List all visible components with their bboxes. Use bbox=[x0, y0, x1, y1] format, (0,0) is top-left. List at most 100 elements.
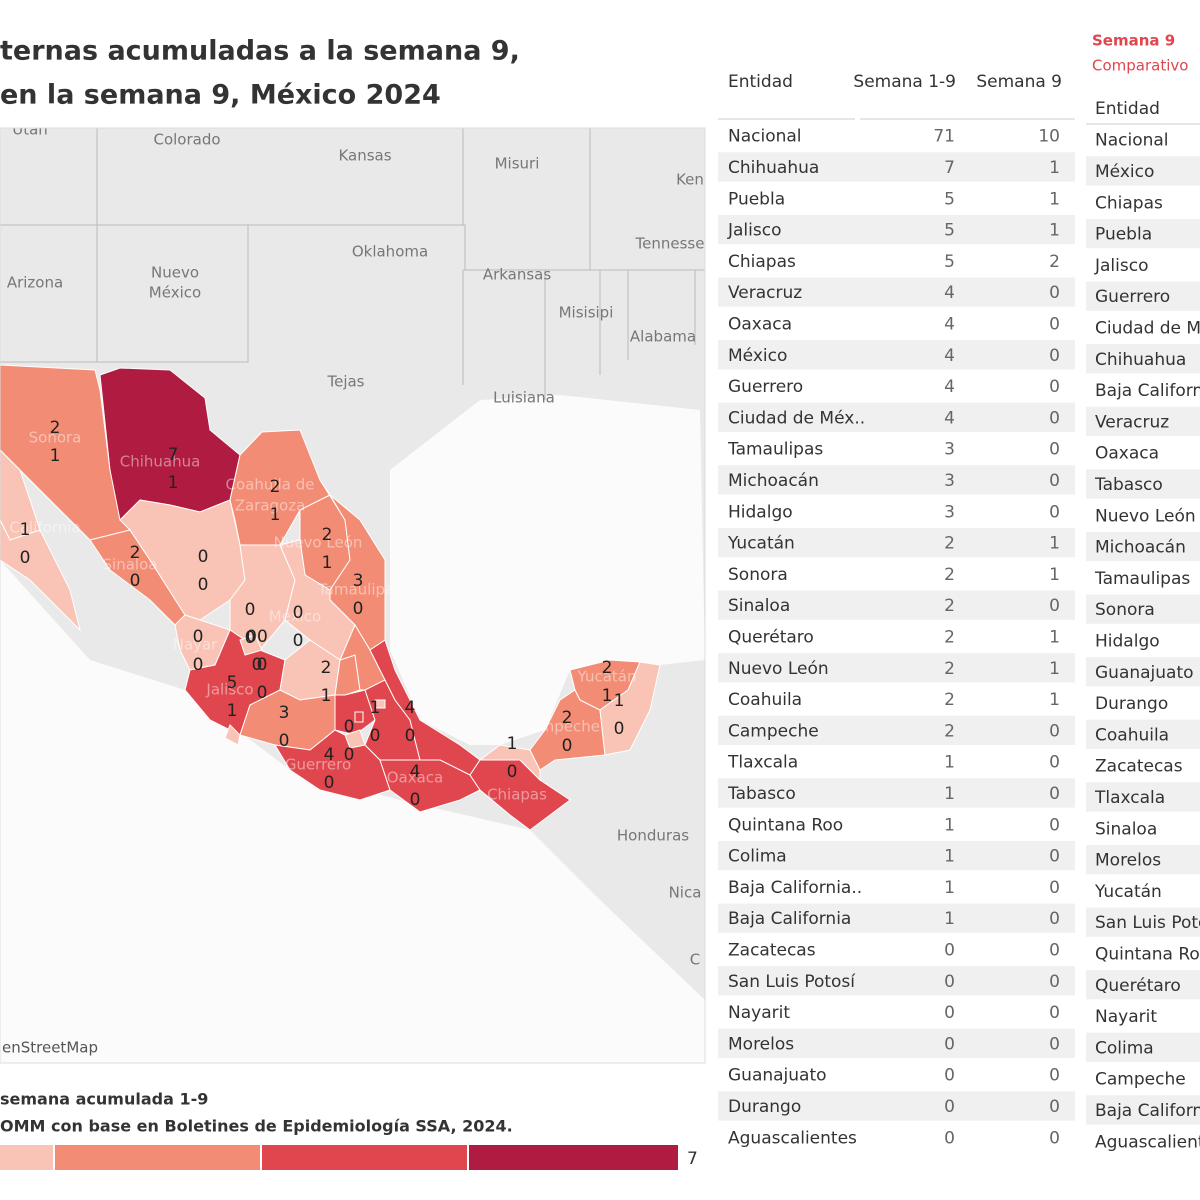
state-shape bbox=[224, 724, 241, 746]
cell-value: 0 bbox=[944, 1097, 955, 1117]
cell-value: 2 bbox=[1049, 252, 1060, 272]
cell-value: 1 bbox=[1049, 158, 1060, 178]
row-stripe bbox=[718, 653, 1075, 683]
row-stripe bbox=[718, 903, 1075, 933]
ocean bbox=[390, 395, 705, 745]
place-name: Sinaloa bbox=[103, 556, 158, 574]
count-week: 0 bbox=[344, 745, 355, 765]
row-stripe bbox=[718, 1091, 1075, 1121]
column-header: Entidad bbox=[1095, 99, 1160, 119]
place-name: Oaxaca bbox=[387, 769, 444, 787]
place-name: Tejas bbox=[326, 373, 364, 391]
entity-name: Coahuila bbox=[728, 690, 802, 710]
count-week: 1 bbox=[602, 686, 613, 706]
cell-value: 5 bbox=[944, 221, 955, 241]
cell-value: 1 bbox=[944, 909, 955, 929]
state-shape bbox=[239, 634, 263, 656]
table: Entidad Nacional México Chiapas Puebla Jalisc… bbox=[1086, 99, 1200, 1152]
legend bbox=[0, 1145, 678, 1170]
entity-name: Tamaulipas bbox=[727, 440, 823, 460]
row-stripe bbox=[1086, 1095, 1200, 1125]
title-line: ternas acumuladas a la semana 9, bbox=[0, 36, 520, 67]
count-week: 0 bbox=[324, 773, 335, 793]
count-week: 1 bbox=[270, 505, 281, 525]
cell-value: 0 bbox=[1049, 408, 1060, 428]
row-stripe bbox=[718, 715, 1075, 745]
row-stripe bbox=[1086, 531, 1200, 562]
entity-name: Guanajuato bbox=[728, 1066, 827, 1086]
place-name: Jalisco bbox=[205, 681, 253, 699]
cell-value: 1 bbox=[1049, 221, 1060, 241]
place-name: Honduras bbox=[617, 827, 689, 845]
cell-value: 1 bbox=[1049, 627, 1060, 647]
cell-value: 0 bbox=[944, 1003, 955, 1023]
entity-name: Nuevo León bbox=[1095, 506, 1196, 526]
cell-value: 0 bbox=[1049, 1034, 1060, 1054]
entity-name: Puebla bbox=[1095, 225, 1152, 245]
count-week: 1 bbox=[50, 446, 61, 466]
cell-value: 2 bbox=[944, 565, 955, 585]
column-header: Semana 9 bbox=[976, 72, 1062, 92]
entity-name: Durango bbox=[728, 1097, 801, 1117]
row-stripe bbox=[1086, 1032, 1200, 1062]
entity-name: Zacatecas bbox=[1095, 757, 1183, 777]
cell-value: 3 bbox=[944, 471, 955, 491]
cell-value: 4 bbox=[944, 314, 955, 334]
count-week: 1 bbox=[227, 701, 238, 721]
cell-value: 1 bbox=[944, 815, 955, 835]
count-total: 2 bbox=[321, 658, 332, 678]
entity-name: Puebla bbox=[728, 189, 785, 209]
cell-value: 1 bbox=[1049, 659, 1060, 679]
cell-value: 7 bbox=[944, 158, 955, 178]
row-stripe bbox=[718, 402, 1075, 432]
count-total: 0 bbox=[344, 717, 355, 737]
cell-value: 0 bbox=[944, 1066, 955, 1086]
count-total: 4 bbox=[410, 762, 421, 782]
count-total: 1 bbox=[20, 520, 31, 540]
cell-value: 1 bbox=[1049, 690, 1060, 710]
cell-value: 4 bbox=[944, 283, 955, 303]
legend-swatch bbox=[0, 1145, 53, 1170]
entity-name: Sonora bbox=[1095, 600, 1155, 620]
count-total: 4 bbox=[324, 745, 335, 765]
row-stripe bbox=[718, 1028, 1075, 1058]
count-week: 0 bbox=[614, 719, 625, 739]
cell-value: 0 bbox=[1049, 377, 1060, 397]
entity-name: Veracruz bbox=[728, 283, 802, 303]
cell-value: 2 bbox=[944, 690, 955, 710]
entity-name: Michoacán bbox=[1095, 538, 1186, 558]
entity-name: Veracruz bbox=[1095, 412, 1169, 432]
entity-name: Zacatecas bbox=[728, 940, 816, 960]
entity-name: Chihuahua bbox=[1095, 350, 1186, 370]
count-total: 0 bbox=[257, 655, 268, 675]
place-name: Tennesse bbox=[635, 235, 705, 253]
row-stripe bbox=[718, 214, 1075, 245]
place-name: Nuevo bbox=[151, 264, 199, 282]
cell-value: 0 bbox=[1049, 909, 1060, 929]
entity-name: Guerrero bbox=[728, 377, 803, 397]
count-total: 0 bbox=[198, 547, 209, 567]
row-stripe bbox=[1086, 469, 1200, 499]
count-total: 5 bbox=[227, 673, 238, 693]
cell-value: 0 bbox=[1049, 721, 1060, 741]
map: Utah Colorado Kansas Misuri Ken Oklahoma Tenne… bbox=[0, 128, 705, 1063]
entity-name: México bbox=[1095, 162, 1154, 182]
row-stripe bbox=[718, 340, 1075, 370]
cell-value: 2 bbox=[944, 627, 955, 647]
map-frame bbox=[0, 127, 706, 1064]
place-name: Kansas bbox=[338, 147, 391, 165]
cell-value: 1 bbox=[1049, 189, 1060, 209]
count-total: 0 bbox=[293, 603, 304, 623]
state-shape bbox=[0, 519, 81, 632]
count-total: 2 bbox=[270, 477, 281, 497]
count-total: 7 bbox=[168, 445, 179, 465]
cell-value: 0 bbox=[1049, 1097, 1060, 1117]
row-stripe bbox=[1086, 970, 1200, 1000]
place-name: Nayar bbox=[173, 636, 218, 654]
cell-value: 0 bbox=[1049, 784, 1060, 804]
entity-name: Oaxaca bbox=[728, 314, 792, 334]
row-stripe bbox=[718, 590, 1075, 620]
entity-name: Aguascalientes bbox=[728, 1128, 857, 1148]
entity-name: Michoacán bbox=[728, 471, 819, 491]
